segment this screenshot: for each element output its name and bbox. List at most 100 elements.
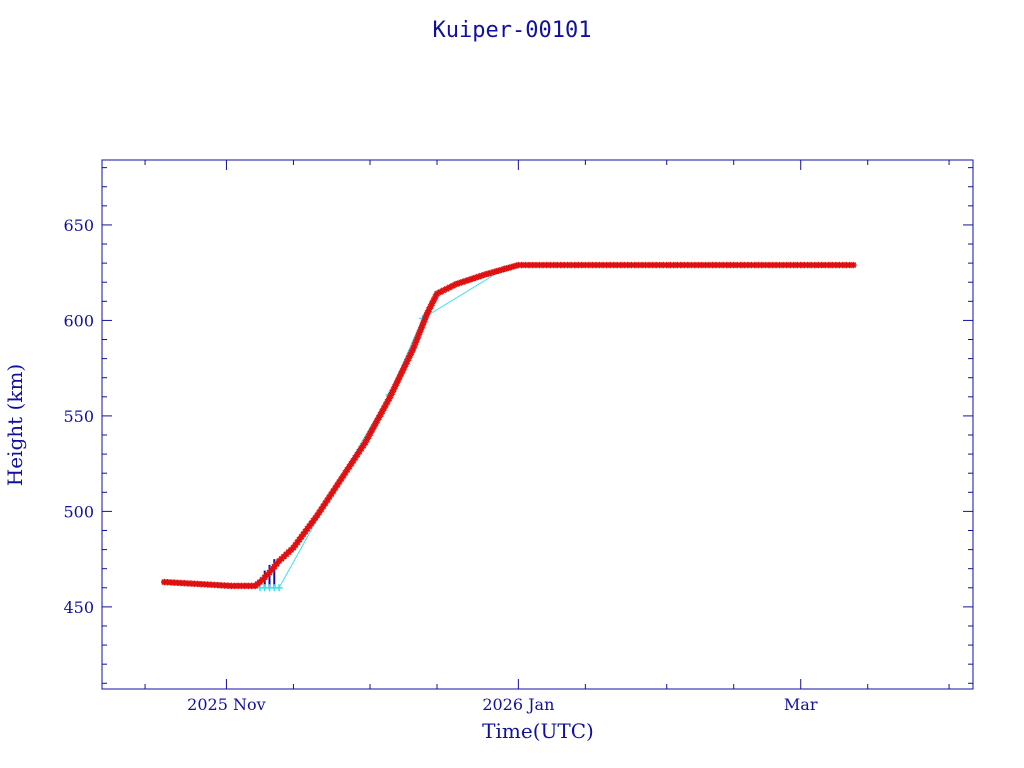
star-marker (751, 261, 759, 269)
star-marker (719, 261, 727, 269)
star-marker (402, 361, 409, 368)
star-marker (705, 261, 713, 269)
star-marker (181, 580, 188, 587)
star-marker (194, 580, 201, 588)
star-marker (797, 261, 804, 269)
star-marker (698, 261, 706, 269)
star-marker (488, 269, 495, 276)
star-marker (459, 278, 466, 286)
star-marker (783, 261, 790, 269)
star-marker (850, 261, 857, 269)
star-marker (786, 261, 794, 269)
star-marker (508, 263, 515, 271)
star-marker (231, 582, 238, 590)
star-marker (635, 261, 642, 269)
axis-ticks: 450 500 550 600 650 2025 Nov 2026 Jan Mar (63, 160, 973, 714)
star-marker (224, 582, 232, 589)
star-marker (436, 288, 444, 296)
y-tick-label: 650 (63, 216, 94, 235)
star-marker (575, 261, 582, 269)
x-tick-label: 2026 Jan (482, 695, 554, 714)
star-marker (501, 265, 509, 273)
star-marker (478, 272, 485, 279)
star-marker (804, 261, 811, 269)
star-marker (495, 267, 502, 274)
star-marker (248, 582, 255, 590)
star-marker (365, 433, 372, 440)
star-marker (417, 326, 425, 333)
star-marker (550, 261, 557, 269)
star-marker (197, 580, 205, 588)
star-marker (808, 261, 815, 269)
star-marker (649, 261, 656, 269)
star-marker (505, 264, 512, 272)
star-marker (744, 261, 752, 269)
star-marker (815, 261, 822, 269)
star-marker (405, 355, 412, 362)
star-marker (425, 306, 433, 313)
star-marker (400, 364, 408, 371)
star-marker (352, 454, 359, 461)
star-marker (394, 376, 402, 384)
star-marker (342, 469, 349, 477)
star-marker (511, 262, 519, 270)
star-marker (472, 274, 479, 281)
star-marker (758, 261, 766, 269)
star-marker (358, 445, 365, 452)
star-marker (709, 261, 716, 269)
star-marker (769, 261, 776, 269)
star-marker (656, 261, 663, 269)
star-marker (320, 502, 327, 510)
star-marker (211, 581, 218, 589)
star-marker (578, 261, 586, 269)
star-marker (187, 580, 195, 587)
chart-title: Kuiper-00101 (433, 18, 592, 43)
star-marker (424, 309, 431, 316)
star-marker (338, 475, 345, 483)
star-marker (375, 414, 383, 421)
x-tick-label: 2025 Nov (187, 695, 265, 714)
y-tick-label: 500 (63, 502, 94, 521)
star-marker (403, 358, 411, 365)
star-marker (613, 261, 621, 269)
star-marker (387, 392, 394, 399)
star-marker (346, 463, 353, 471)
plot-frame (101, 159, 974, 690)
star-marker (241, 582, 249, 590)
star-marker (330, 487, 337, 495)
star-marker (560, 261, 568, 269)
star-marker (391, 383, 399, 390)
star-marker (316, 508, 323, 516)
series-line (164, 264, 854, 587)
star-marker (221, 582, 228, 589)
star-marker (748, 261, 755, 269)
star-marker (380, 404, 388, 412)
star-marker (420, 319, 427, 326)
star-marker (765, 261, 773, 269)
star-marker (772, 261, 780, 269)
star-marker (564, 261, 571, 269)
star-marker (599, 261, 607, 269)
star-marker (536, 261, 543, 269)
star-marker (266, 569, 273, 576)
star-marker (201, 581, 208, 588)
star-marker (846, 261, 854, 269)
series-main (161, 261, 857, 590)
star-marker (377, 411, 384, 418)
star-marker (485, 270, 492, 277)
star-marker (839, 261, 847, 269)
star-marker (737, 261, 744, 269)
star-marker (652, 261, 660, 269)
star-marker (818, 261, 825, 269)
star-marker (456, 279, 463, 287)
star-marker (568, 261, 575, 269)
star-marker (393, 380, 400, 387)
star-marker (553, 261, 561, 269)
star-marker (360, 442, 367, 449)
star-marker (596, 261, 603, 269)
star-marker (273, 560, 280, 568)
y-tick-label: 550 (63, 407, 94, 426)
star-marker (415, 332, 422, 340)
star-marker (762, 261, 769, 269)
